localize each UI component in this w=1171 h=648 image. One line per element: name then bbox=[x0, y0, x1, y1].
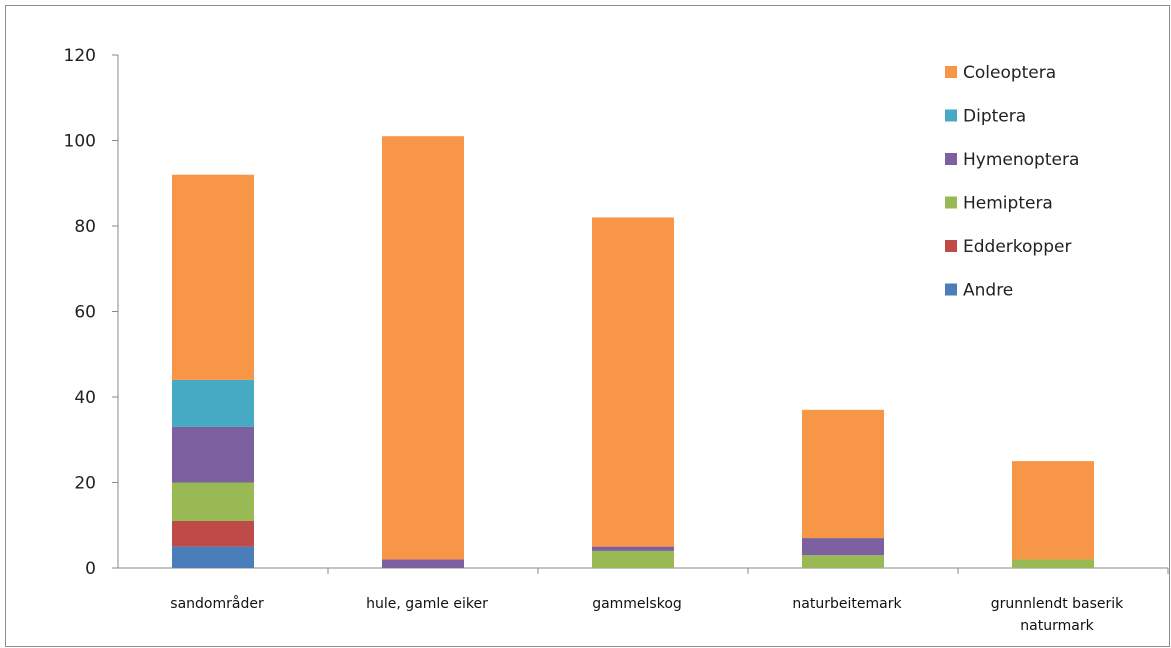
legend-label: Hymenoptera bbox=[963, 150, 1079, 170]
bar-segment bbox=[592, 546, 674, 551]
legend-item: Diptera bbox=[945, 107, 1026, 127]
legend: Coleoptera Diptera Hymenoptera Hemiptera Edd… bbox=[945, 63, 1079, 301]
legend-swatch bbox=[945, 66, 957, 78]
bar-segment bbox=[802, 538, 884, 556]
legend-item: Andre bbox=[945, 281, 1013, 301]
legend-label: Edderkopper bbox=[963, 237, 1071, 257]
legend-item: Coleoptera bbox=[945, 63, 1056, 83]
bar-segment bbox=[382, 559, 464, 568]
legend-item: Hymenoptera bbox=[945, 150, 1079, 170]
legend-label: Diptera bbox=[963, 107, 1026, 127]
bar-segment bbox=[382, 136, 464, 560]
y-tick-label: 60 bbox=[74, 303, 96, 323]
bars bbox=[172, 136, 1094, 568]
legend-swatch bbox=[945, 196, 957, 209]
bar-segment bbox=[802, 409, 884, 539]
legend-swatch bbox=[945, 240, 957, 252]
legend-swatch bbox=[945, 283, 957, 296]
y-tick-label: 100 bbox=[64, 132, 96, 152]
legend-label: Andre bbox=[963, 281, 1013, 301]
legend-item: Edderkopper bbox=[945, 237, 1071, 257]
legend-swatch bbox=[945, 109, 957, 122]
x-tick-label: grunnlendt baserik bbox=[991, 596, 1124, 612]
y-tick-label: 120 bbox=[64, 46, 96, 66]
bar-segment bbox=[172, 520, 254, 547]
y-tick-label: 80 bbox=[74, 217, 96, 237]
labels: 0 20 40 60 80 100 120 sandområder hule, gamle ei… bbox=[64, 46, 1125, 634]
y-tick-label: 0 bbox=[85, 559, 96, 579]
y-tick-label: 40 bbox=[74, 388, 96, 408]
x-tick-label: naturmark bbox=[1020, 618, 1094, 634]
bar-segment bbox=[172, 546, 254, 568]
legend-swatch bbox=[945, 153, 957, 165]
legend-label: Hemiptera bbox=[963, 194, 1053, 214]
legend-item: Hemiptera bbox=[945, 194, 1053, 214]
x-tick-label: gammelskog bbox=[592, 596, 682, 612]
legend-label: Coleoptera bbox=[963, 63, 1056, 83]
bar-segment bbox=[1012, 559, 1094, 568]
bar-segment bbox=[172, 482, 254, 521]
bar-segment bbox=[172, 426, 254, 483]
bar-segment bbox=[592, 550, 674, 568]
x-tick-label: hule, gamle eiker bbox=[366, 596, 488, 612]
bar-segment bbox=[172, 174, 254, 380]
bar-segment bbox=[1012, 461, 1094, 560]
x-tick-label: sandområder bbox=[170, 595, 264, 612]
x-tick-label: naturbeitemark bbox=[792, 596, 902, 612]
bar-segment bbox=[592, 217, 674, 547]
bar-segment bbox=[172, 379, 254, 427]
bar-segment bbox=[802, 555, 884, 568]
y-tick-label: 20 bbox=[74, 474, 96, 494]
